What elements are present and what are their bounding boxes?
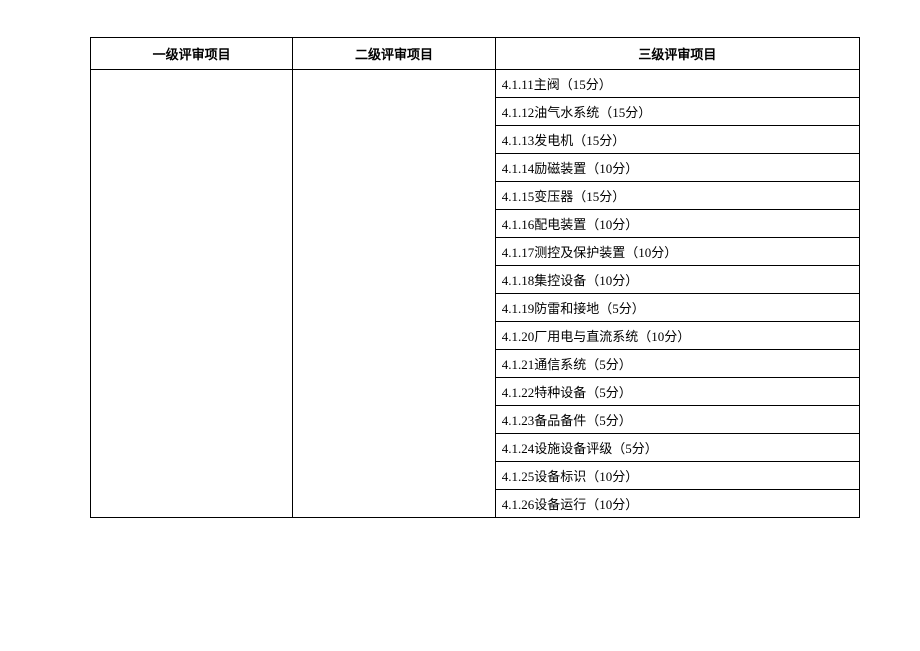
header-level1: 一级评审项目 [91,38,293,70]
level3-cell: 4.1.25设备标识（10分） [495,462,859,490]
level3-cell: 4.1.14励磁装置（10分） [495,154,859,182]
level3-cell: 4.1.17测控及保护装置（10分） [495,238,859,266]
level3-cell: 4.1.26设备运行（10分） [495,490,859,518]
level3-cell: 4.1.23备品备件（5分） [495,406,859,434]
table-row: 4.1.11主阀（15分） [91,70,860,98]
page: 一级评审项目 二级评审项目 三级评审项目 4.1.11主阀（15分） 4.1.1… [0,0,920,651]
level2-cell [293,70,495,518]
level3-cell: 4.1.19防雷和接地（5分） [495,294,859,322]
level3-cell: 4.1.16配电装置（10分） [495,210,859,238]
level3-cell: 4.1.21通信系统（5分） [495,350,859,378]
review-table: 一级评审项目 二级评审项目 三级评审项目 4.1.11主阀（15分） 4.1.1… [90,37,860,518]
level3-cell: 4.1.24设施设备评级（5分） [495,434,859,462]
level3-cell: 4.1.13发电机（15分） [495,126,859,154]
level3-cell: 4.1.20厂用电与直流系统（10分） [495,322,859,350]
table-header-row: 一级评审项目 二级评审项目 三级评审项目 [91,38,860,70]
level3-cell: 4.1.11主阀（15分） [495,70,859,98]
level3-cell: 4.1.18集控设备（10分） [495,266,859,294]
level1-cell [91,70,293,518]
level3-cell: 4.1.15变压器（15分） [495,182,859,210]
header-level2: 二级评审项目 [293,38,495,70]
level3-cell: 4.1.12油气水系统（15分） [495,98,859,126]
level3-cell: 4.1.22特种设备（5分） [495,378,859,406]
header-level3: 三级评审项目 [495,38,859,70]
review-table-container: 一级评审项目 二级评审项目 三级评审项目 4.1.11主阀（15分） 4.1.1… [90,37,860,518]
table-body: 4.1.11主阀（15分） 4.1.12油气水系统（15分） 4.1.13发电机… [91,70,860,518]
